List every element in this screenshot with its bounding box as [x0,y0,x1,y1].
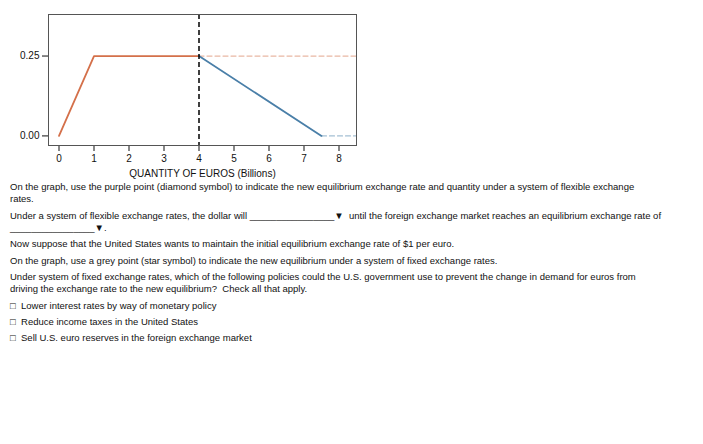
html-text:□ Lower interest rates by way: □ Lower interest rates by way of monetar… [10,299,217,311]
svg-text:QUANTITY OF EUROS (Billions): QUANTITY OF EUROS (Billions) [129,168,276,179]
svg-text:7: 7 [301,153,307,164]
svg-text:8: 8 [336,153,342,164]
html-text:□ Sell U.S. euro reserves in t: □ Sell U.S. euro reserves in the foreign… [10,332,252,344]
svg-text:0.00: 0.00 [20,130,40,141]
svg-text:4: 4 [196,153,202,164]
svg-text:0: 0 [56,153,62,164]
svg-text:3: 3 [161,153,167,164]
svg-text:0.25: 0.25 [20,50,40,61]
html-text:Under system of fixed exchange: Under system of fixed exchange rates, wh… [10,271,636,295]
html-text:Now suppose that the United St: Now suppose that the United States wants… [10,238,455,250]
html-text:Under a system of flexible exc: Under a system of flexible exchange rate… [10,209,661,233]
html-text:On the graph, use the purple p: On the graph, use the purple point (diam… [10,181,635,205]
svg-text:6: 6 [266,153,272,164]
html-text:On the graph, use a grey point: On the graph, use a grey point (star sym… [10,254,498,266]
svg-text:2: 2 [126,153,132,164]
svg-text:5: 5 [231,153,237,164]
html-text:□ Reduce income taxes in the U: □ Reduce income taxes in the United Stat… [10,316,198,328]
svg-text:1: 1 [91,153,97,164]
